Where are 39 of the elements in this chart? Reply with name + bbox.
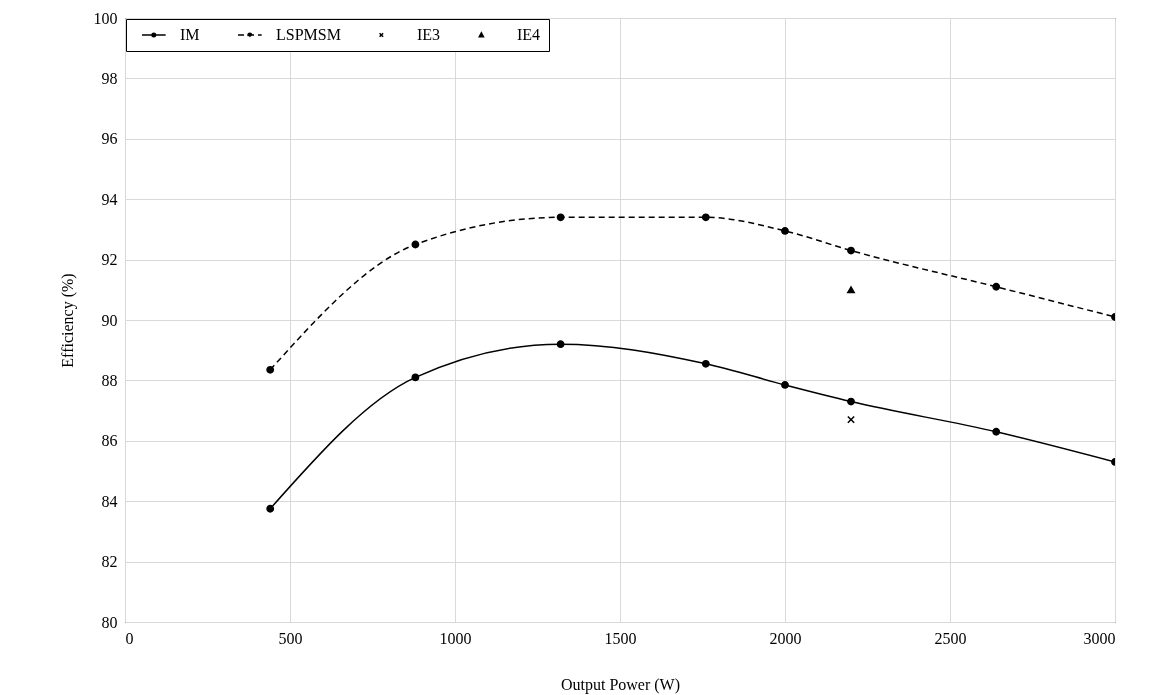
- point: [266, 365, 275, 374]
- point: [992, 427, 1001, 436]
- x-tick-label: 3000: [1083, 629, 1116, 647]
- point: [992, 282, 1001, 291]
- x-tick-label: 1000: [439, 629, 472, 647]
- y-tick-label: 100: [93, 9, 118, 27]
- legend-label: IE4: [517, 26, 541, 43]
- point: [701, 213, 710, 222]
- y-tick-label: 82: [101, 553, 118, 571]
- point: [701, 359, 710, 368]
- y-tick-label: 86: [101, 432, 118, 450]
- y-tick-label: 88: [101, 371, 118, 389]
- x-tick-label: 2000: [769, 629, 802, 647]
- legend-label: LSPMSM: [276, 26, 341, 43]
- point: [781, 227, 789, 235]
- point: [847, 397, 855, 406]
- legend-label: IE3: [417, 26, 441, 43]
- x-tick-label: 500: [278, 629, 303, 647]
- point: [847, 246, 855, 255]
- y-axis-title: Efficiency (%): [58, 273, 77, 368]
- y-tick-label: 84: [101, 492, 118, 510]
- point: [847, 286, 855, 294]
- y-tick-label: 94: [101, 190, 118, 208]
- point: [411, 240, 420, 249]
- y-tick-label: 90: [101, 311, 118, 329]
- y-tick-label: 96: [101, 130, 118, 148]
- point: [411, 373, 420, 382]
- point: [266, 504, 275, 513]
- point: [556, 213, 565, 222]
- y-tick-label: 98: [101, 69, 118, 87]
- x-tick-label: 1500: [604, 629, 637, 647]
- y-tick-label: 92: [101, 251, 118, 269]
- x-tick-label: 2500: [934, 629, 967, 647]
- x-axis-title: Output Power (W): [560, 675, 681, 694]
- y-tick-label: 80: [101, 613, 118, 631]
- legend-label: IM: [180, 26, 200, 43]
- x-tick-label: 0: [125, 629, 134, 647]
- point: [556, 340, 565, 349]
- point: [781, 381, 789, 389]
